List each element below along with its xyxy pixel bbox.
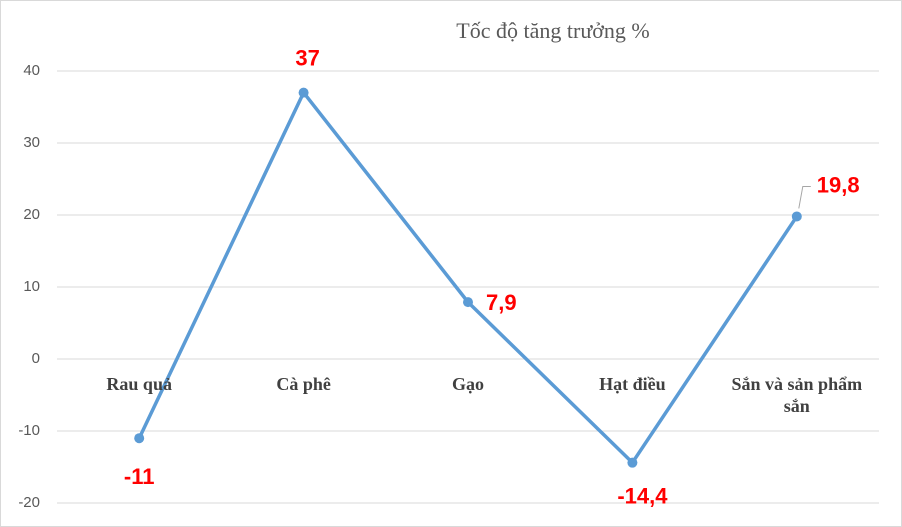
y-tick-label: -10 — [18, 422, 40, 439]
y-tick-label: 10 — [23, 278, 40, 295]
leader-line — [798, 185, 811, 209]
data-point — [627, 457, 638, 468]
y-tick-label: 40 — [23, 62, 40, 79]
data-label: 19,8 — [817, 172, 860, 197]
data-label: -14,4 — [617, 483, 668, 508]
x-tick-label: Gạo — [451, 374, 484, 394]
data-label: 37 — [295, 45, 319, 70]
y-tick-label: 30 — [23, 134, 40, 151]
y-tick-label: -20 — [18, 494, 40, 511]
x-tick-label: Sắn và sản phẩm sắn — [731, 374, 863, 416]
data-point — [463, 297, 473, 308]
chart-title: Tốc độ tăng trưởng % — [456, 18, 649, 43]
x-tick-label: Cà phê — [276, 374, 331, 394]
data-point — [298, 87, 309, 98]
data-point — [134, 433, 145, 444]
y-tick-label: 0 — [32, 350, 40, 367]
x-tick-label: Hạt điều — [599, 374, 666, 394]
data-label: 7,9 — [486, 290, 517, 315]
data-label: -11 — [124, 464, 155, 489]
data-point — [791, 211, 802, 222]
x-tick-label: Rau quả — [106, 374, 172, 394]
y-tick-label: 20 — [23, 206, 40, 223]
